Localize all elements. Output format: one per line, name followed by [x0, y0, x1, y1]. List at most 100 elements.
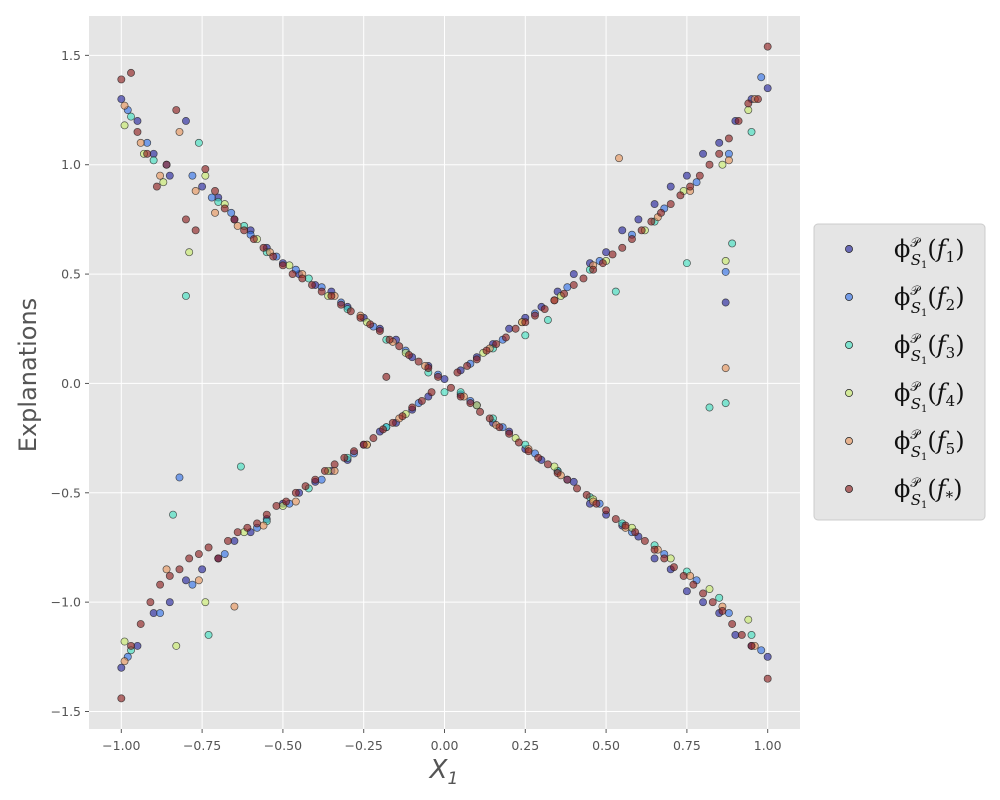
- data-point: [182, 292, 190, 300]
- data-point: [194, 576, 203, 585]
- data-point: [440, 388, 449, 397]
- data-point: [340, 453, 349, 462]
- data-point: [288, 270, 297, 279]
- data-point: [650, 554, 659, 563]
- data-point: [165, 598, 174, 607]
- data-point: [511, 324, 520, 333]
- data-point: [705, 403, 714, 412]
- data-point: [650, 545, 659, 554]
- data-point: [327, 292, 336, 300]
- data-point: [721, 267, 730, 276]
- data-point: [120, 101, 129, 110]
- data-point: [117, 75, 126, 84]
- legend-label-part: S: [911, 491, 921, 509]
- y-tick-label: 1.0: [61, 157, 81, 172]
- data-point: [485, 414, 494, 423]
- legend-label-part: 1: [921, 356, 927, 367]
- data-point: [724, 156, 733, 165]
- data-point: [185, 554, 194, 563]
- data-point: [682, 259, 691, 268]
- x-tick-label: 0.25: [511, 738, 539, 753]
- data-point: [692, 178, 701, 187]
- x-tick-label: −1.00: [102, 738, 140, 753]
- data-point: [282, 497, 291, 506]
- data-point: [744, 99, 753, 108]
- data-point: [417, 396, 426, 405]
- data-point: [136, 620, 145, 628]
- data-point: [175, 127, 184, 136]
- axis-ticks: −1.00 −0.75 −0.50 −0.25 0.00 0.25 0.50 0.75 1.00…: [51, 48, 782, 753]
- data-point: [194, 550, 203, 558]
- data-point: [660, 554, 669, 563]
- data-point: [747, 631, 756, 639]
- data-point: [188, 580, 197, 589]
- data-point: [230, 215, 239, 224]
- data-point: [631, 528, 640, 537]
- data-point: [156, 609, 165, 618]
- data-point: [398, 412, 407, 421]
- data-point: [728, 620, 737, 628]
- data-point: [472, 401, 481, 410]
- data-point: [366, 320, 375, 329]
- data-point: [278, 261, 287, 270]
- legend-label-part: ϕ: [894, 475, 910, 503]
- data-point: [686, 182, 695, 191]
- data-point: [466, 399, 475, 408]
- data-point: [608, 250, 617, 259]
- legend-marker: [845, 341, 853, 349]
- legend-label-part: S: [911, 443, 921, 461]
- data-point: [724, 134, 733, 143]
- legend-label-part: ϕ: [894, 427, 910, 455]
- legend-marker: [845, 485, 853, 493]
- legend-label-part: 1: [921, 500, 927, 511]
- x-tick-label: 1.00: [754, 738, 782, 753]
- data-point: [747, 641, 756, 650]
- data-point: [291, 497, 300, 506]
- data-point: [220, 550, 229, 558]
- data-point: [611, 287, 620, 296]
- x-tick-label: −0.75: [183, 738, 221, 753]
- data-point: [330, 460, 339, 469]
- x-axis-title: X1: [428, 755, 459, 789]
- data-point: [243, 523, 252, 532]
- data-point: [162, 160, 171, 169]
- legend-label-part: ): [955, 331, 964, 359]
- legend-label-part: ϕ: [894, 283, 910, 311]
- data-point: [291, 488, 300, 497]
- legend-label-part: ): [955, 283, 964, 311]
- data-point: [514, 438, 523, 447]
- data-point: [120, 637, 129, 646]
- data-point: [621, 521, 630, 530]
- data-point: [175, 473, 184, 482]
- data-point: [718, 606, 727, 615]
- data-point: [198, 565, 207, 574]
- legend-label: ϕ𝒫 S1(f5): [894, 427, 965, 463]
- y-tick-label: 0.0: [61, 376, 81, 391]
- data-point: [227, 208, 236, 217]
- x-tick-label: −0.50: [264, 738, 302, 753]
- legend-label-part: ): [955, 379, 964, 407]
- data-point: [120, 121, 129, 130]
- data-point: [127, 68, 135, 77]
- data-point: [159, 178, 168, 187]
- data-point: [627, 235, 636, 244]
- data-point: [482, 346, 491, 355]
- data-point: [598, 259, 607, 268]
- data-point: [492, 340, 501, 349]
- data-point: [456, 392, 465, 401]
- data-point: [388, 418, 397, 427]
- data-point: [699, 149, 707, 158]
- y-tick-label: 1.5: [61, 48, 81, 63]
- data-point: [682, 171, 691, 180]
- data-point: [521, 331, 530, 340]
- data-point: [721, 399, 730, 408]
- data-point: [657, 208, 665, 217]
- legend-label-part: 3: [946, 344, 956, 362]
- data-point: [582, 491, 591, 499]
- data-point: [201, 598, 210, 607]
- data-point: [236, 462, 245, 471]
- data-point: [375, 326, 384, 335]
- x-tick-label: 0.75: [673, 738, 701, 753]
- data-point: [650, 200, 659, 209]
